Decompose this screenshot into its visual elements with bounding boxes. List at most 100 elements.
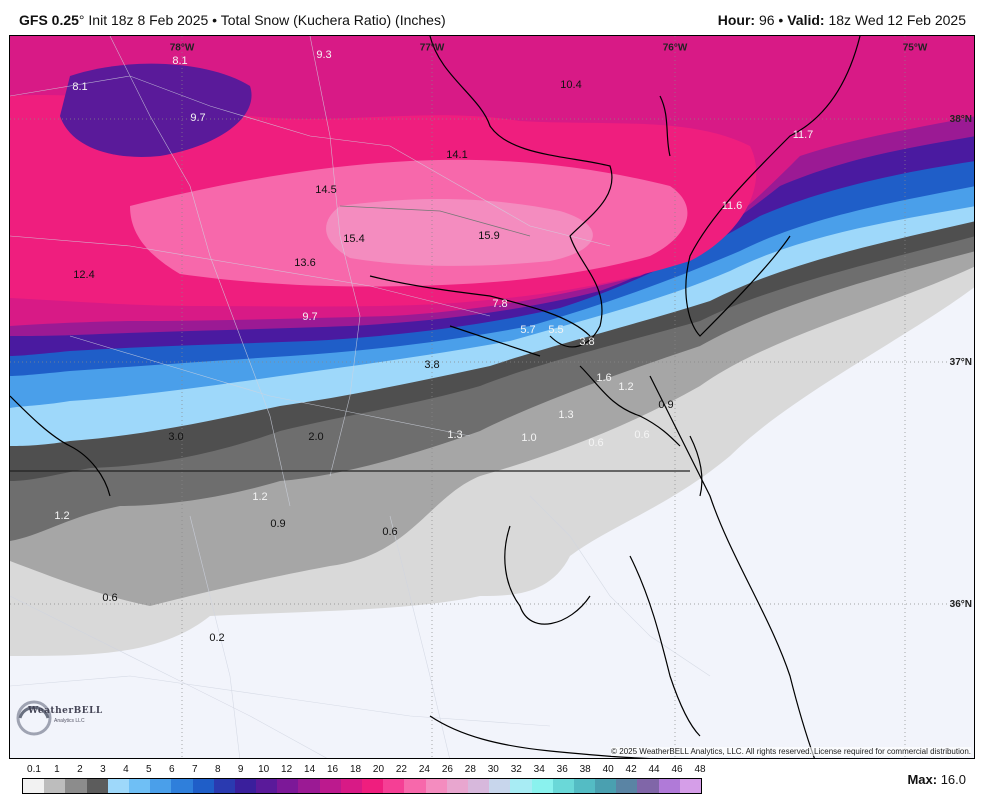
value-label: 5.7: [520, 324, 535, 336]
value-label: 3.8: [424, 359, 439, 371]
value-label: 1.3: [558, 409, 573, 421]
legend-tick-label: 20: [372, 764, 385, 775]
legend-color-swatch: [679, 779, 701, 793]
hour-label: Hour:: [717, 12, 756, 28]
legend-color-swatch: [637, 779, 659, 793]
value-label: 10.4: [560, 79, 581, 91]
legend-tick-label: 48: [694, 764, 706, 775]
lon-label-78w: 78°W: [170, 42, 195, 53]
legend-colorbar: [22, 778, 702, 794]
value-label: 15.4: [343, 233, 364, 245]
map-title: GFS 0.25° Init 18z 8 Feb 2025 • Total Sn…: [19, 12, 446, 28]
value-label: 14.1: [446, 149, 467, 161]
legend-tick-label: 3: [100, 764, 106, 775]
legend-tick-label: 14: [304, 764, 316, 775]
weatherbell-logo: WeatherBELL Analytics LLC: [14, 698, 106, 738]
value-label: 7.8: [492, 298, 507, 310]
legend-tick-label: 22: [395, 764, 407, 775]
legend-tick-label: 5: [146, 764, 152, 775]
model-name: GFS 0.25: [19, 12, 79, 28]
header: GFS 0.25° Init 18z 8 Feb 2025 • Total Sn…: [0, 0, 984, 34]
value-label: 0.6: [382, 526, 397, 538]
value-label: 11.7: [793, 129, 814, 141]
legend-tick-label: 36: [556, 764, 568, 775]
legend-tick-label: 4: [123, 764, 129, 775]
legend-color-swatch: [467, 779, 490, 793]
copyright-notice: © 2025 WeatherBELL Analytics, LLC. All r…: [611, 747, 971, 756]
value-label: 5.5: [548, 324, 563, 336]
value-label: 3.0: [168, 431, 183, 443]
legend-color-swatch: [510, 779, 532, 793]
legend-tick-label: 42: [625, 764, 637, 775]
max-value: 16.0: [937, 772, 966, 787]
legend-color-swatch: [362, 779, 384, 793]
legend-color-swatch: [192, 779, 214, 793]
value-label: 9.3: [316, 49, 331, 61]
legend-color-swatch: [319, 779, 341, 793]
legend-color-swatch: [256, 779, 278, 793]
value-label: 0.6: [102, 592, 117, 604]
lat-label-38n: 38°N: [950, 114, 972, 125]
legend-color-swatch: [107, 779, 129, 793]
legend-tick-label: 9: [237, 764, 244, 775]
value-label: 9.7: [302, 311, 317, 323]
legend-tick-label: 34: [533, 764, 545, 775]
legend-tick-label: 16: [326, 764, 339, 775]
value-label: 2.0: [308, 431, 323, 443]
value-label: 8.1: [172, 55, 187, 67]
legend-color-swatch: [150, 779, 172, 793]
legend-color-swatch: [234, 779, 257, 793]
legend-tick-label: 12: [281, 764, 293, 775]
init-time: Init 18z 8 Feb 2025: [84, 12, 209, 28]
value-label: 0.6: [634, 429, 649, 441]
legend-tick-label: 40: [602, 764, 614, 775]
degree-mark: °: [78, 12, 85, 28]
legend-tick-label: 8: [214, 764, 221, 775]
legend-tick-label: 30: [487, 764, 499, 775]
map-canvas: 78°W 77°W 76°W 75°W 38°N 37°N 36°N 8.1 9…: [10, 36, 974, 758]
separator: •: [208, 12, 221, 28]
logo-subtext: Analytics LLC: [54, 718, 85, 724]
legend-color-swatch: [298, 779, 320, 793]
valid-label: Valid:: [787, 12, 825, 28]
logo-text: WeatherBELL: [28, 706, 103, 716]
max-label: Max:: [907, 772, 938, 787]
value-label: 3.8: [579, 336, 594, 348]
legend-tick-label: 44: [648, 764, 660, 775]
legend-color-swatch: [171, 779, 193, 793]
value-label: 0.9: [270, 518, 285, 530]
valid-value: 18z Wed 12 Feb 2025: [824, 12, 966, 28]
value-label: 13.6: [294, 257, 315, 269]
legend-color-swatch: [489, 779, 511, 793]
value-label: 14.5: [315, 184, 336, 196]
product-name: Total Snow (Kuchera Ratio) (Inches): [220, 12, 446, 28]
legend-color-swatch: [86, 779, 108, 793]
snow-value-labels: 8.1 9.3 8.1 9.7 10.4 11.7 14.1 14.5 11.6…: [54, 49, 813, 644]
value-label: 12.4: [73, 269, 94, 281]
snow-band-16-18: [326, 199, 593, 266]
hour-value: 96: [755, 12, 775, 28]
value-label: 1.2: [618, 381, 633, 393]
legend-color-swatch: [658, 779, 680, 793]
legend-tick-label: 28: [464, 764, 476, 775]
value-label: 8.1: [72, 81, 87, 93]
legend-color-swatch: [404, 779, 426, 793]
legend-color-swatch: [65, 779, 87, 793]
state-boundary-inner: [339, 205, 531, 237]
value-label: 1.2: [54, 510, 69, 522]
legend-tick-label: 46: [671, 764, 683, 775]
legend-color-swatch: [446, 779, 468, 793]
legend-color-swatch: [340, 779, 362, 793]
legend-color-swatch: [573, 779, 596, 793]
legend-color-swatch: [213, 779, 235, 793]
legend-tick-label: 18: [349, 764, 362, 775]
valid-time-line: Hour: 96 • Valid: 18z Wed 12 Feb 2025: [718, 12, 966, 28]
value-label: 11.6: [722, 200, 743, 212]
value-label: 0.9: [658, 399, 673, 411]
legend-color-swatch: [128, 779, 151, 793]
snowfall-map[interactable]: 78°W 77°W 76°W 75°W 38°N 37°N 36°N 8.1 9…: [9, 35, 975, 759]
legend-color-swatch: [552, 779, 574, 793]
legend-tick-label: 32: [510, 764, 522, 775]
legend-color-swatch: [383, 779, 405, 793]
legend-tick-label: 0.1: [27, 764, 41, 775]
